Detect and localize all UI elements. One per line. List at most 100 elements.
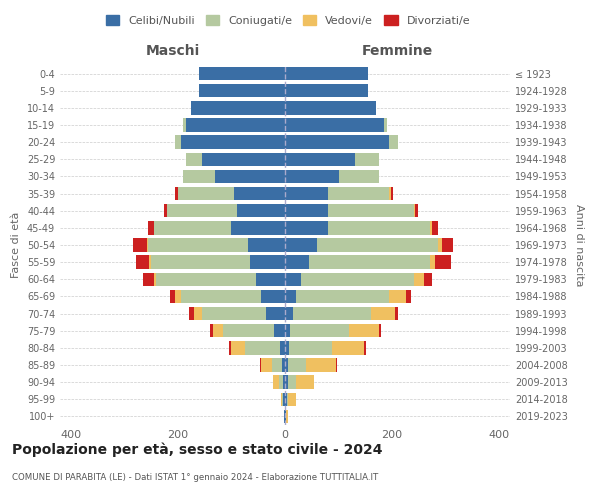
Bar	[317, 238, 437, 252]
Bar	[285, 136, 389, 149]
Bar	[328, 204, 413, 218]
Bar	[261, 358, 272, 372]
Bar	[194, 307, 202, 320]
Bar	[260, 358, 261, 372]
Bar	[237, 204, 285, 218]
Bar	[389, 290, 406, 303]
Bar	[285, 101, 376, 114]
Bar	[293, 307, 371, 320]
Bar	[285, 358, 287, 372]
Bar	[384, 118, 387, 132]
Bar	[296, 376, 314, 389]
Bar	[148, 238, 248, 252]
Bar	[212, 324, 223, 338]
Bar	[285, 272, 301, 286]
Bar	[430, 221, 433, 234]
Bar	[170, 290, 175, 303]
Bar	[284, 410, 285, 423]
Bar	[435, 256, 451, 269]
Bar	[202, 152, 285, 166]
Bar	[285, 84, 368, 98]
Bar	[199, 84, 285, 98]
Bar	[157, 272, 256, 286]
Legend: Celibi/Nubili, Coniugati/e, Vedovi/e, Divorziati/e: Celibi/Nubili, Coniugati/e, Vedovi/e, Di…	[101, 10, 475, 30]
Text: Maschi: Maschi	[145, 44, 200, 58]
Bar	[202, 307, 266, 320]
Bar	[285, 256, 309, 269]
Bar	[287, 376, 296, 389]
Bar	[371, 307, 395, 320]
Bar	[181, 136, 285, 149]
Bar	[287, 358, 307, 372]
Bar	[164, 204, 167, 218]
Bar	[355, 152, 379, 166]
Bar	[248, 238, 285, 252]
Bar	[148, 221, 154, 234]
Bar	[266, 307, 285, 320]
Bar	[289, 341, 332, 354]
Bar	[188, 307, 194, 320]
Bar	[285, 221, 328, 234]
Y-axis label: Anni di nascita: Anni di nascita	[574, 204, 584, 286]
Bar	[413, 204, 415, 218]
Bar	[133, 238, 147, 252]
Bar	[288, 392, 296, 406]
Bar	[274, 324, 285, 338]
Bar	[175, 290, 181, 303]
Bar	[210, 324, 212, 338]
Bar	[413, 272, 424, 286]
Y-axis label: Fasce di età: Fasce di età	[11, 212, 21, 278]
Bar	[338, 170, 379, 183]
Bar	[336, 358, 337, 372]
Text: COMUNE DI PARABITA (LE) - Dati ISTAT 1° gennaio 2024 - Elaborazione TUTTITALIA.I: COMUNE DI PARABITA (LE) - Dati ISTAT 1° …	[12, 472, 378, 482]
Bar	[167, 204, 237, 218]
Bar	[183, 118, 186, 132]
Bar	[285, 118, 384, 132]
Bar	[379, 324, 382, 338]
Bar	[285, 204, 328, 218]
Bar	[223, 324, 274, 338]
Bar	[389, 187, 391, 200]
Bar	[389, 136, 398, 149]
Bar	[154, 221, 232, 234]
Bar	[285, 392, 287, 406]
Bar	[175, 136, 181, 149]
Bar	[437, 238, 442, 252]
Bar	[285, 341, 289, 354]
Bar	[183, 170, 215, 183]
Bar	[285, 152, 355, 166]
Bar	[151, 256, 250, 269]
Bar	[430, 256, 435, 269]
Bar	[245, 341, 280, 354]
Bar	[283, 358, 285, 372]
Bar	[301, 272, 413, 286]
Bar	[280, 341, 285, 354]
Bar	[285, 67, 368, 80]
Bar	[349, 324, 379, 338]
Bar	[395, 307, 398, 320]
Bar	[424, 272, 433, 286]
Bar	[283, 376, 285, 389]
Bar	[181, 290, 261, 303]
Bar	[272, 358, 283, 372]
Bar	[415, 204, 418, 218]
Bar	[285, 410, 286, 423]
Bar	[149, 256, 151, 269]
Bar	[285, 290, 296, 303]
Bar	[256, 272, 285, 286]
Bar	[285, 170, 338, 183]
Bar	[406, 290, 411, 303]
Bar	[199, 67, 285, 80]
Bar	[285, 187, 328, 200]
Text: Femmine: Femmine	[362, 44, 433, 58]
Bar	[261, 290, 285, 303]
Bar	[234, 187, 285, 200]
Bar	[332, 341, 364, 354]
Text: Popolazione per età, sesso e stato civile - 2024: Popolazione per età, sesso e stato civil…	[12, 442, 383, 457]
Bar	[328, 187, 389, 200]
Bar	[442, 238, 452, 252]
Bar	[364, 341, 366, 354]
Bar	[186, 118, 285, 132]
Bar	[273, 376, 278, 389]
Bar	[309, 256, 430, 269]
